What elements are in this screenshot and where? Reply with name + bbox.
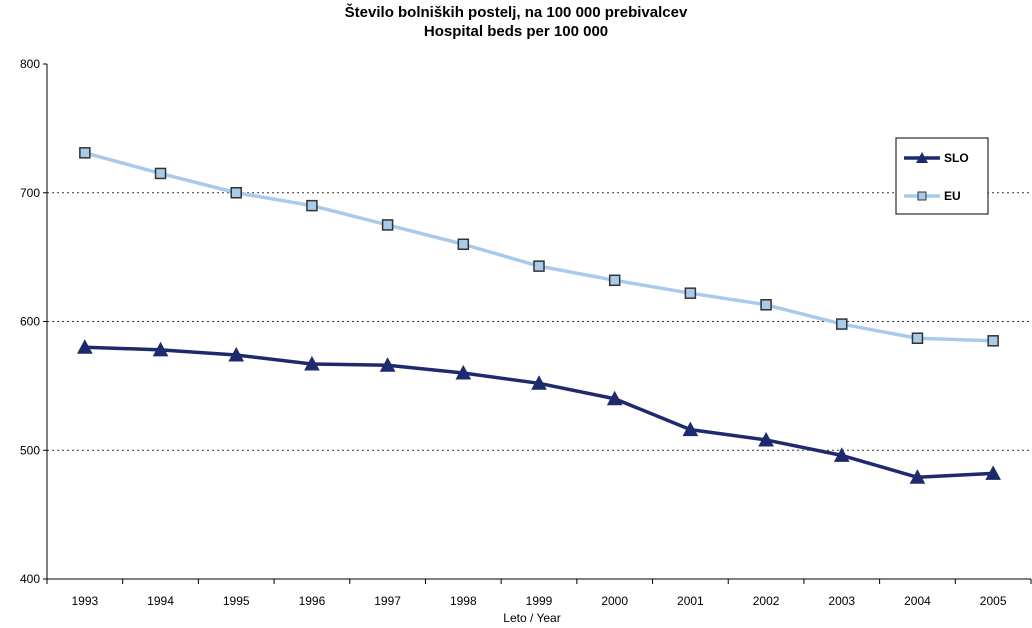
data-point-slo: [682, 421, 699, 437]
x-tick-label: 1996: [299, 594, 326, 608]
data-point-slo: [909, 469, 926, 484]
y-tick-label: 700: [20, 186, 40, 200]
data-point-slo: [379, 357, 396, 372]
legend-label-slo: SLO: [944, 151, 969, 165]
legend-marker-eu: [917, 191, 927, 201]
x-tick-label: 2001: [677, 594, 704, 608]
x-tick-label: 2004: [904, 594, 931, 608]
data-point-slo: [758, 431, 774, 447]
x-axis-title: Leto / Year: [503, 611, 560, 625]
data-point-eu: [836, 318, 848, 330]
x-tick-label: 1997: [374, 594, 401, 608]
data-point-slo: [152, 341, 169, 357]
y-tick-label: 500: [20, 443, 40, 457]
data-point-slo: [455, 364, 472, 380]
x-tick-label: 1993: [71, 594, 98, 608]
data-point-eu: [533, 260, 545, 272]
legend-marker-slo: [916, 152, 928, 163]
data-point-eu: [760, 299, 772, 311]
x-tick-label: 2005: [980, 594, 1007, 608]
data-point-slo: [531, 375, 547, 390]
x-tick-label: 1994: [147, 594, 174, 608]
chart-subtitle: Hospital beds per 100 000: [423, 23, 609, 40]
data-point-eu: [381, 219, 394, 231]
legend-label-eu: EU: [944, 189, 961, 203]
series-line-slo: [84, 345, 994, 480]
data-point-slo: [985, 465, 1001, 480]
data-point-slo: [833, 447, 850, 462]
data-point-eu: [154, 167, 167, 180]
series-line-eu: [84, 151, 994, 343]
data-point-eu: [306, 199, 318, 212]
data-point-eu: [608, 274, 621, 287]
x-tick-label: 2002: [753, 594, 780, 608]
x-tick-label: 1999: [526, 594, 553, 608]
y-tick-label: 800: [20, 57, 40, 71]
data-point-eu: [230, 187, 242, 199]
y-tick-label: 600: [20, 315, 40, 329]
legend-box: [895, 137, 989, 215]
chart-title: Število bolniških postelj, na 100 000 pr…: [344, 4, 688, 21]
x-tick-label: 2000: [601, 594, 628, 608]
data-point-eu: [457, 238, 470, 250]
x-tick-label: 1998: [450, 594, 477, 608]
data-point-slo: [304, 355, 320, 371]
data-point-slo: [77, 339, 93, 354]
data-point-eu: [684, 287, 697, 299]
y-tick-label: 400: [20, 572, 40, 586]
x-tick-label: 2003: [828, 594, 855, 608]
data-point-eu: [79, 147, 91, 159]
data-point-slo: [606, 390, 623, 406]
data-point-eu: [987, 335, 999, 347]
x-tick-label: 1995: [223, 594, 250, 608]
data-point-slo: [228, 346, 245, 362]
data-point-eu: [911, 332, 924, 344]
